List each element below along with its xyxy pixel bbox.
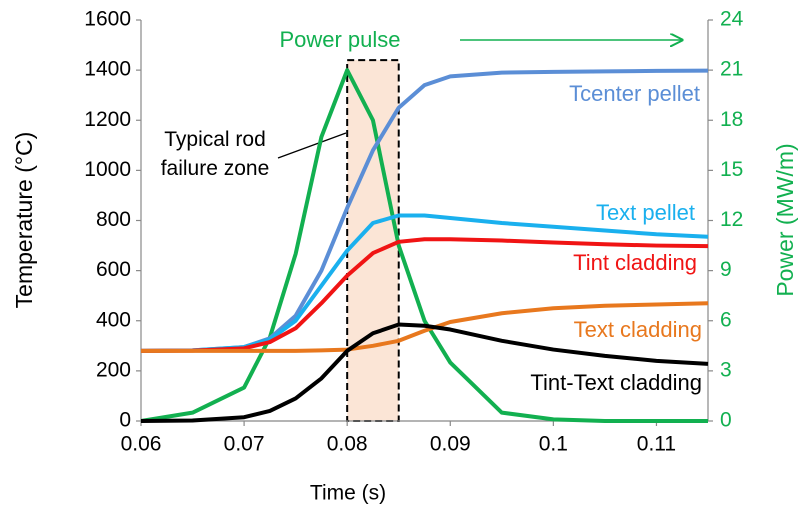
x-tick-label: 0.07 [224,433,265,456]
y2-tick-label: 21 [720,58,743,81]
y2-tick-label: 15 [720,158,743,181]
y2-axis-label: Power (MW/m) [772,143,798,296]
y-tick-label: 800 [96,208,131,231]
y2-tick-label: 3 [720,358,732,381]
x-tick-label: 0.11 [637,433,676,456]
y2-tick-label: 24 [720,8,744,31]
series-label: Text cladding [574,317,702,342]
series-label: Tint-Text cladding [530,370,702,395]
y-tick-label: 1200 [84,108,131,131]
y-axis-label: Temperature (°C) [11,132,37,309]
line-series [140,322,709,423]
x-tick-label: 0.09 [430,433,471,456]
y-tick-label: 0 [119,409,131,432]
y-tick-label: 1400 [84,58,131,81]
pointer-line [277,132,347,159]
x-tick-label: 0.08 [327,433,368,456]
x-axis-label: Time (s) [310,482,386,505]
series-label: Power pulse [279,27,400,52]
series-label: Tcenter pellet [569,81,700,106]
y-tick-label: 400 [96,308,131,331]
line-series [140,68,708,423]
y-tick-label: 600 [96,258,131,281]
x-tick-label: 0.06 [121,433,162,456]
series-label: Text pellet [596,200,695,225]
y2-tick-label: 9 [720,258,732,281]
annotation: Typical rod failure zone [161,128,270,180]
y2-tick-label: 12 [720,208,743,231]
y2-tick-label: 18 [720,108,743,131]
y2-tick-label: 0 [720,409,732,432]
line-series [140,237,709,353]
y-tick-label: 200 [96,358,131,381]
y2-tick-label: 6 [720,308,732,331]
y-tick-label: 1600 [84,8,131,31]
y-tick-label: 1000 [84,158,131,181]
x-tick-label: 0.1 [539,433,568,456]
line-series [141,301,709,353]
series-label: Tint cladding [573,250,697,275]
